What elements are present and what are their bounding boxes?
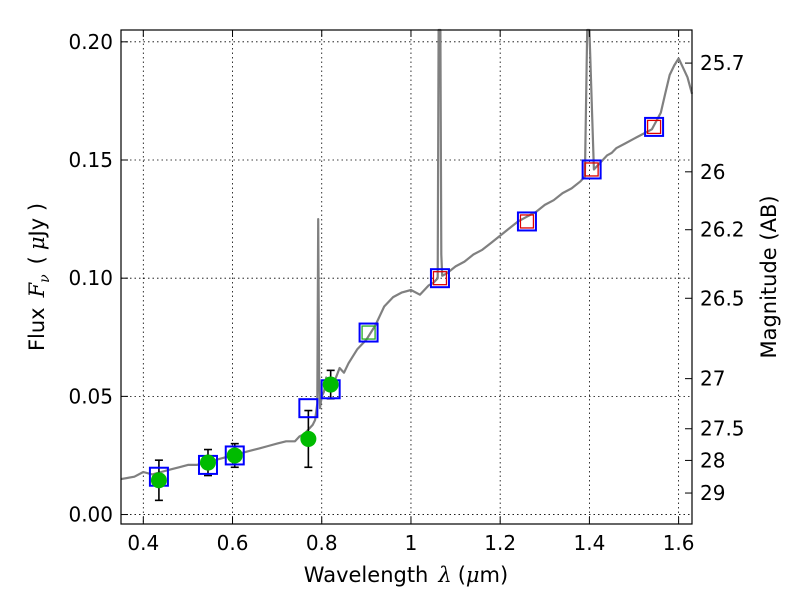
observed-point	[322, 376, 339, 393]
x-tick-label: 1	[405, 531, 418, 555]
photometry-square	[516, 211, 537, 232]
photometry-square	[361, 325, 376, 340]
x-tick-label: 0.8	[306, 531, 338, 555]
y-tick-label: 0.20	[68, 30, 113, 54]
grid	[121, 30, 692, 524]
y-tick-label: 0.10	[68, 266, 113, 290]
y-axis-label: FluxFν(μJy )	[25, 203, 53, 351]
observed-point	[226, 447, 243, 464]
spectrum-line	[120, 28, 694, 481]
photometry-square	[429, 268, 450, 289]
photometry-square	[581, 159, 602, 180]
y2-tick-label: 29	[700, 481, 725, 505]
axes-ticks: 0.4 0.6 0.8 1 1.2 1.4 1.6 0.00 0.05 0.10 0.15 0.20 2…	[68, 30, 744, 555]
photometry-square	[646, 119, 662, 135]
photometry-square	[584, 162, 599, 177]
y2-tick-label: 26.5	[700, 286, 745, 310]
y-tick-label: 0.15	[68, 148, 113, 172]
observed-point	[150, 472, 167, 489]
photometry-square	[519, 214, 535, 229]
photometry-square	[298, 398, 319, 419]
observed-point	[300, 430, 317, 447]
y2-tick-label: 26	[700, 160, 725, 184]
y2-tick-label: 27	[700, 367, 725, 391]
x-axis-label: Wavelength λ (μm)	[304, 563, 508, 587]
y2-tick-label: 25.7	[700, 51, 745, 75]
y2-tick-label: 26.2	[700, 218, 745, 242]
y2-tick-label: 27.5	[700, 417, 745, 441]
x-tick-label: 1.6	[663, 531, 695, 555]
observed-point	[199, 454, 216, 471]
photometry-square	[432, 271, 448, 286]
y2-axis-label: Magnitude (AB)	[757, 195, 781, 358]
y-tick-label: 0.00	[68, 503, 113, 527]
x-tick-label: 1.2	[484, 531, 516, 555]
x-tick-label: 0.4	[127, 531, 159, 555]
x-tick-label: 1.4	[573, 531, 605, 555]
y-tick-label: 0.05	[68, 384, 113, 408]
photometry-square	[358, 322, 379, 343]
photometry-square	[644, 116, 665, 137]
x-tick-label: 0.6	[217, 531, 249, 555]
y2-tick-label: 28	[700, 448, 725, 472]
plot-frame	[120, 29, 693, 525]
photometry-square	[224, 445, 245, 466]
plot-area	[120, 28, 694, 502]
